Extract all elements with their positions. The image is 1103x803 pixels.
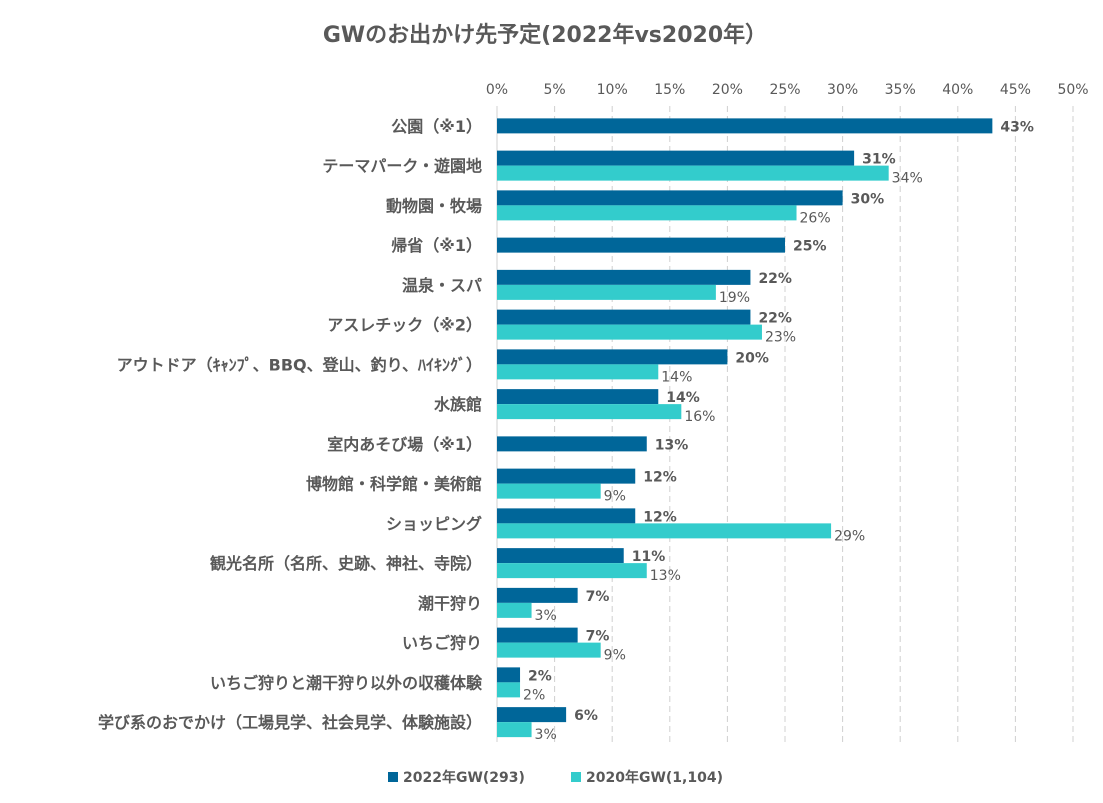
bar-2022: [497, 118, 993, 134]
bar-2022: [497, 150, 855, 166]
bar-2020: [497, 682, 521, 698]
bar-2022: [497, 548, 624, 564]
bar-2022: [497, 269, 751, 285]
category-label: 博物館・科学館・美術館: [306, 475, 482, 494]
data-label: 34%: [892, 171, 923, 187]
data-label: 22%: [758, 271, 792, 287]
data-label: 9%: [604, 648, 626, 664]
data-label: 26%: [800, 210, 831, 226]
x-tick-label: 10%: [597, 82, 628, 98]
x-tick-label: 30%: [827, 82, 858, 98]
bar-2022: [497, 468, 636, 484]
category-label: 動物園・牧場: [386, 196, 482, 215]
data-label: 14%: [661, 369, 692, 385]
category-label: 公園（※1）: [391, 117, 482, 136]
x-tick-label: 5%: [543, 82, 565, 98]
data-label: 22%: [758, 311, 792, 327]
chart-title: GWのお出かけ先予定(2022年vs2020年）: [323, 22, 767, 48]
bar-2022: [497, 436, 647, 452]
bar-2022: [497, 707, 567, 723]
data-label: 12%: [643, 470, 677, 486]
category-label: 潮干狩り: [418, 594, 482, 613]
category-label: いちご狩り: [402, 634, 482, 653]
bar-2020: [497, 205, 797, 221]
x-tick-label: 25%: [769, 82, 800, 98]
legend-swatch: [388, 772, 398, 782]
bar-2022: [497, 508, 636, 524]
category-label: アスレチック（※2）: [327, 316, 482, 335]
data-label: 13%: [655, 437, 689, 453]
bar-2020: [497, 523, 832, 539]
x-tick-label: 20%: [712, 82, 743, 98]
x-tick-label: 15%: [654, 82, 685, 98]
x-tick-label: 0%: [486, 82, 508, 98]
data-label: 14%: [666, 390, 700, 406]
category-label: ショッピング: [386, 514, 482, 533]
data-label: 6%: [574, 708, 598, 724]
bar-2022: [497, 237, 785, 253]
bar-2020: [497, 165, 889, 181]
category-label: 学び系のおでかけ（工場見学、社会見学、体験施設）: [98, 713, 482, 732]
bar-2020: [497, 563, 647, 579]
data-label: 20%: [735, 350, 769, 366]
legend-swatch: [571, 772, 581, 782]
bar-2022: [497, 667, 521, 683]
data-label: 23%: [765, 330, 796, 346]
data-label: 2%: [528, 668, 552, 684]
data-label: 7%: [586, 629, 610, 645]
x-tick-label: 40%: [942, 82, 973, 98]
data-label: 11%: [632, 549, 666, 565]
x-tick-label: 45%: [1000, 82, 1031, 98]
category-label: いちご狩りと潮干狩り以外の収穫体験: [210, 673, 483, 692]
category-label: 観光名所（名所、史跡、神社、寺院）: [210, 554, 482, 573]
data-label: 7%: [586, 589, 610, 605]
category-label: 温泉・スパ: [401, 276, 482, 295]
bar-2022: [497, 190, 843, 206]
category-label: 室内あそび場（※1）: [327, 435, 482, 454]
bar-2022: [497, 389, 659, 405]
data-label: 3%: [535, 608, 557, 624]
data-label: 13%: [650, 568, 681, 584]
data-label: 3%: [535, 727, 557, 743]
bar-2022: [497, 309, 751, 325]
bar-2020: [497, 722, 532, 738]
bar-2022: [497, 349, 728, 365]
category-label: アウトドア（ｷｬﾝﾌﾟ、BBQ、登山、釣り、ﾊｲｷﾝｸﾞ）: [117, 355, 482, 374]
bar-2020: [497, 602, 532, 618]
data-label: 16%: [684, 409, 715, 425]
x-tick-label: 35%: [885, 82, 916, 98]
x-tick-label: 50%: [1057, 82, 1088, 98]
data-label: 2%: [523, 687, 545, 703]
category-label: 水族館: [434, 395, 482, 414]
data-label: 29%: [834, 528, 865, 544]
bar-2020: [497, 324, 762, 340]
data-label: 9%: [604, 489, 626, 505]
legend-label: 2022年GW(293): [403, 769, 525, 786]
category-label: テーマパーク・遊園地: [322, 157, 482, 176]
bar-2020: [497, 483, 601, 499]
category-label: 帰省（※1）: [391, 236, 482, 255]
data-label: 25%: [793, 239, 827, 255]
bar-2022: [497, 627, 578, 643]
data-label: 43%: [1000, 119, 1034, 135]
legend-label: 2020年GW(1,104): [586, 769, 723, 786]
bar-2022: [497, 587, 578, 603]
data-label: 12%: [643, 509, 677, 525]
bar-2020: [497, 404, 682, 420]
data-label: 30%: [851, 191, 885, 207]
data-label: 19%: [719, 290, 750, 306]
data-label: 31%: [862, 152, 896, 168]
bar-2020: [497, 284, 716, 300]
bar-2020: [497, 642, 601, 658]
bar-2020: [497, 364, 659, 380]
